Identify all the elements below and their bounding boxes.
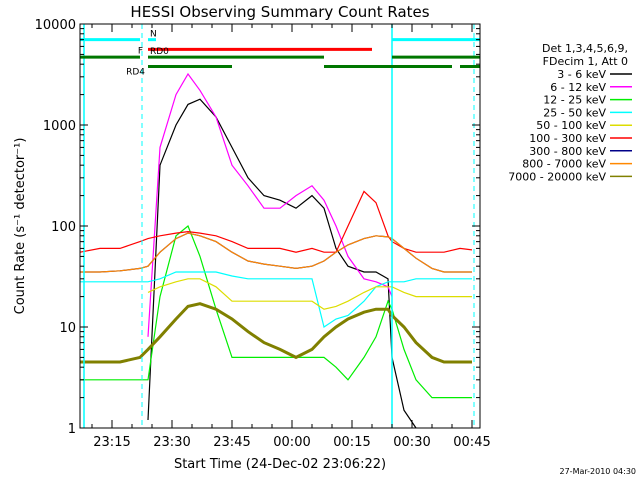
x-tick-label-2: 23:45 xyxy=(213,435,250,450)
legend-label-2: 12 - 25 keV xyxy=(543,94,606,107)
y-axis-label: Count Rate (s⁻¹ detector⁻¹) xyxy=(13,138,28,315)
series-line-1 xyxy=(147,72,393,337)
series-line-0 xyxy=(147,98,417,429)
x-axis-label: Start Time (24-Dec-02 23:06:22) xyxy=(174,457,386,472)
legend-label-0: 3 - 6 keV xyxy=(557,68,606,81)
y-axis: 1 10 100 1000 10000 xyxy=(35,18,480,437)
y-tick-label-4: 10000 xyxy=(35,18,76,33)
series-line-5 xyxy=(79,190,473,253)
series-line-3 xyxy=(80,271,472,328)
y-tick-label-3: 1000 xyxy=(43,119,76,134)
footer-date: 27-Mar-2010 04:30 xyxy=(560,467,637,476)
series-line-8 xyxy=(80,302,472,364)
y-tick-label-1: 10 xyxy=(59,321,76,336)
y-tick-label-0: 1 xyxy=(68,422,76,437)
legend-label-3: 25 - 50 keV xyxy=(543,106,606,119)
plot-frame xyxy=(79,23,481,429)
flag-label-n: N xyxy=(150,30,157,40)
x-tick-label-6: 00:45 xyxy=(453,435,490,450)
legend-label-1: 6 - 12 keV xyxy=(550,81,606,94)
flag-label-rd0: RD0 xyxy=(150,47,169,57)
flags-layer: NF RD0 RD4 xyxy=(80,24,480,428)
x-tick-label-1: 23:30 xyxy=(153,435,190,450)
legend-title-line-0: Det 1,3,4,5,6,9, xyxy=(542,42,628,55)
chart-title: HESSI Observing Summary Count Rates xyxy=(130,3,429,21)
legend-title-line-1: FDecim 1, Att 0 xyxy=(543,55,628,68)
legend-label-5: 100 - 300 keV xyxy=(529,132,606,145)
x-tick-label-5: 00:30 xyxy=(393,435,430,450)
legend: Det 1,3,4,5,6,9,FDecim 1, Att 03 - 6 keV… xyxy=(508,42,632,183)
legend-label-4: 50 - 100 keV xyxy=(536,119,606,132)
flag-label-rd4: RD4 xyxy=(126,67,145,77)
flag-label-f: F xyxy=(138,46,143,56)
x-tick-label-0: 23:15 xyxy=(93,435,130,450)
x-axis: 23:15 23:30 23:45 00:00 00:15 00:30 00:45 xyxy=(91,24,491,450)
y-tick-label-2: 100 xyxy=(51,220,76,235)
x-tick-label-4: 00:15 xyxy=(333,435,370,450)
legend-label-8: 7000 - 20000 keV xyxy=(508,170,606,183)
legend-label-6: 300 - 800 keV xyxy=(529,145,606,158)
legend-label-7: 800 - 7000 keV xyxy=(522,158,606,171)
series-line-4 xyxy=(147,278,472,310)
series-layer xyxy=(79,72,473,429)
x-tick-label-3: 00:00 xyxy=(273,435,310,450)
series-line-7 xyxy=(80,232,472,273)
